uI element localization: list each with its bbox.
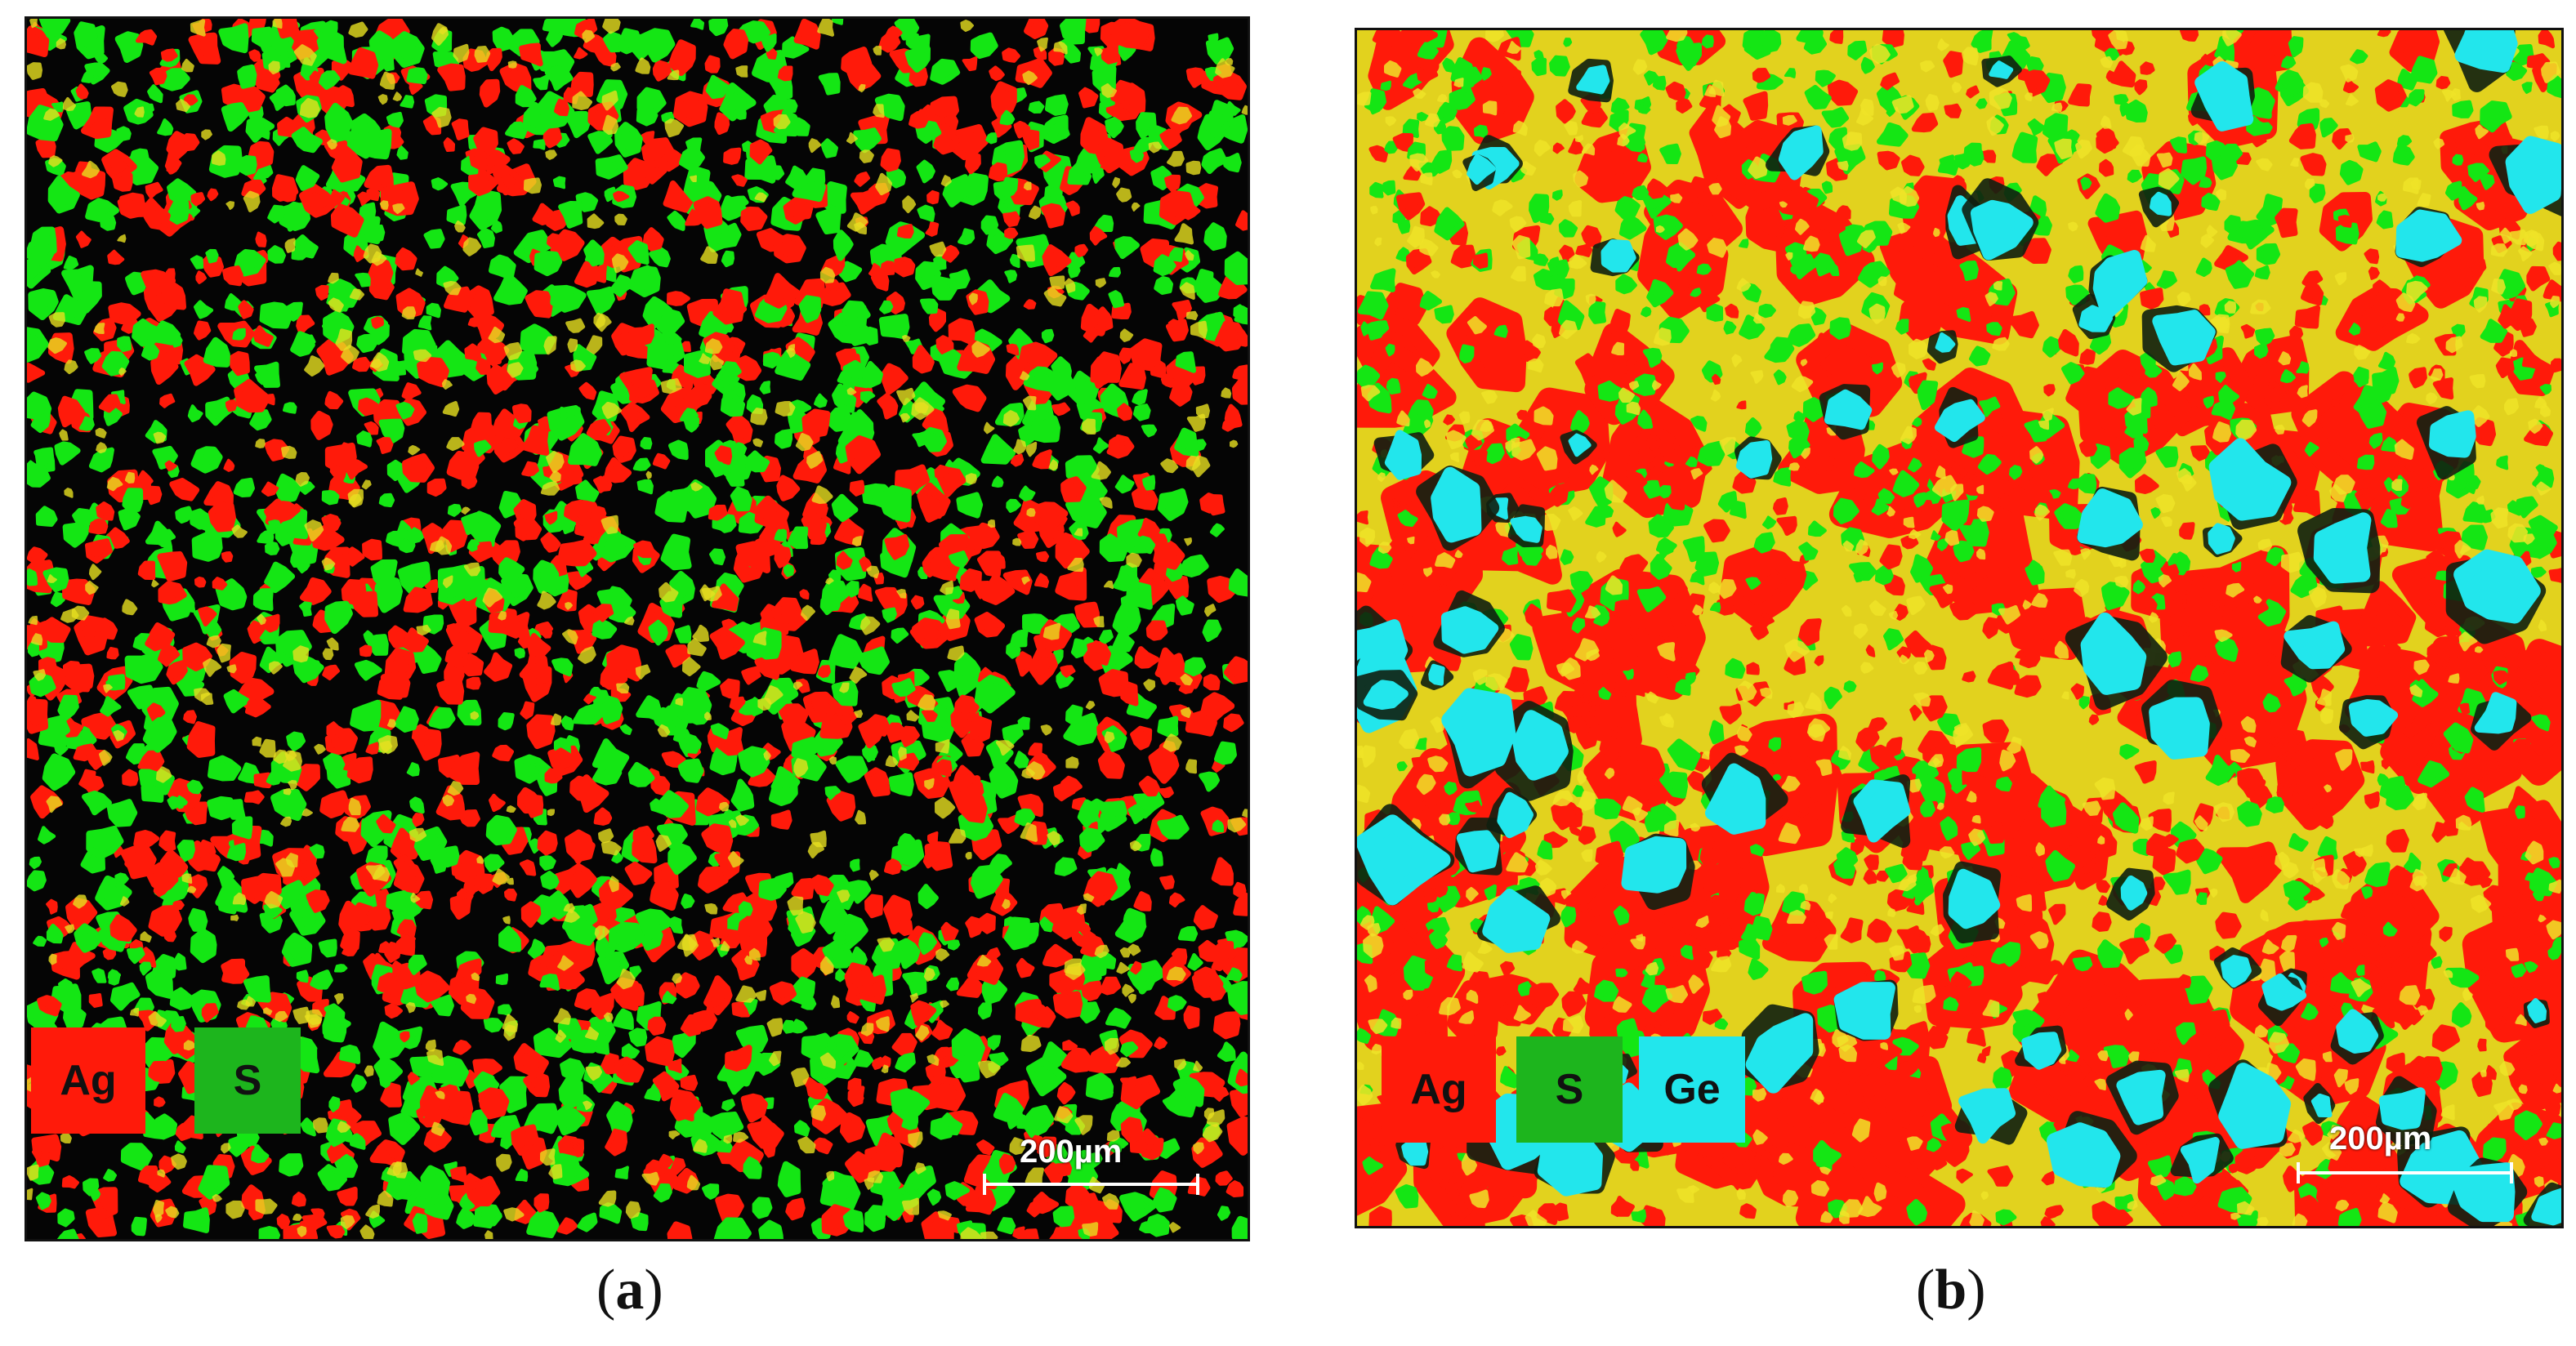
scale-bar-tick-right <box>1196 1174 1199 1195</box>
legend-s-label: S <box>233 1057 262 1104</box>
legend-ag-label: Ag <box>1410 1066 1467 1113</box>
legend-s-a: S <box>194 1027 301 1134</box>
eds-map-image-b <box>1357 30 2561 1226</box>
scale-bar-tick-right <box>2510 1162 2513 1183</box>
scale-bar-label: 200µm <box>2329 1121 2432 1157</box>
element-map-panel-a: Ag S 200µm <box>25 16 1250 1241</box>
caption-b: (b) <box>1916 1258 1986 1323</box>
caption-close-paren: ) <box>1967 1259 1986 1321</box>
caption-a: (a) <box>596 1258 663 1323</box>
caption-close-paren: ) <box>644 1259 663 1321</box>
legend-s-b: S <box>1516 1036 1623 1143</box>
caption-open-paren: ( <box>1916 1259 1935 1321</box>
scale-bar-tick-left <box>2297 1162 2300 1183</box>
scale-bar-label: 200µm <box>1020 1134 1123 1170</box>
legend-ge-b: Ge <box>1639 1036 1745 1143</box>
scale-bar-tick-left <box>983 1174 986 1195</box>
element-map-panel-b: Ag S Ge 200µm <box>1355 28 2564 1228</box>
caption-letter: a <box>615 1259 645 1321</box>
caption-letter: b <box>1935 1259 1967 1321</box>
scale-bar-a: 200µm <box>983 1134 1212 1215</box>
caption-open-paren: ( <box>596 1259 616 1321</box>
scale-bar-line <box>2297 1171 2513 1174</box>
scale-bar-b: 200µm <box>2297 1121 2534 1202</box>
legend-s-label: S <box>1555 1066 1584 1113</box>
legend-ag-b: Ag <box>1382 1036 1496 1143</box>
legend-ge-label: Ge <box>1663 1066 1721 1113</box>
legend-ag-a: Ag <box>31 1027 145 1134</box>
legend-ag-label: Ag <box>60 1057 117 1104</box>
scale-bar-line <box>983 1183 1199 1186</box>
